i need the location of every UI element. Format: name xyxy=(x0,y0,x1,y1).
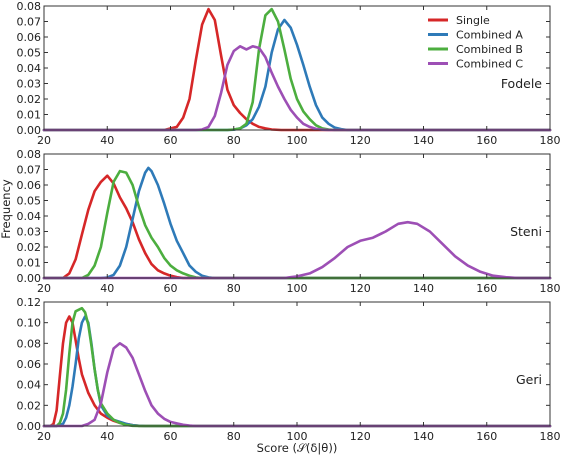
y-tick-label: 0.08 xyxy=(17,0,42,13)
series-line-combined-a xyxy=(42,166,552,280)
y-tick-label: 0.07 xyxy=(17,16,42,29)
y-axis-title: Frequency xyxy=(0,179,13,239)
panel-geri: 20 40 60 80 100 120 140 160 180 0.00 0.02 0.04 0.06 0… xyxy=(17,296,561,443)
y-tick-label: 0.00 xyxy=(17,420,42,433)
y-tick-label: 0.07 xyxy=(17,164,42,177)
x-tick-label: 160 xyxy=(476,430,497,443)
panel-label: Geri xyxy=(516,372,542,387)
y-tick-label: 0.03 xyxy=(17,78,42,91)
legend-label-combined-c: Combined C xyxy=(456,58,523,71)
x-tick-label: 20 xyxy=(37,282,51,295)
y-tick-label: 0.05 xyxy=(17,195,42,208)
x-tick-label: 40 xyxy=(100,430,114,443)
x-tick-label: 140 xyxy=(413,430,434,443)
y-tick-label: 0.04 xyxy=(17,62,42,75)
y-tick-label: 0.04 xyxy=(17,379,42,392)
legend: Single Combined A Combined B Combined C xyxy=(428,14,523,71)
series-line-combined-b xyxy=(42,7,552,132)
x-tick-label: 60 xyxy=(164,282,178,295)
y-tick-label: 0.02 xyxy=(17,399,42,412)
series-line-combined-c xyxy=(42,342,552,428)
x-tick-label: 40 xyxy=(100,134,114,147)
series-line-combined-b xyxy=(42,169,552,280)
x-tick-label: 40 xyxy=(100,282,114,295)
y-tick-label: 0.10 xyxy=(17,317,42,330)
y-tick-label: 0.00 xyxy=(17,272,42,285)
y-tick-label: 0.02 xyxy=(17,93,42,106)
x-tick-label: 80 xyxy=(227,134,241,147)
x-tick-label: 140 xyxy=(413,282,434,295)
x-tick-label: 120 xyxy=(350,134,371,147)
x-tick-label: 120 xyxy=(350,430,371,443)
y-tick-label: 0.04 xyxy=(17,210,42,223)
legend-label-single: Single xyxy=(456,14,490,27)
y-tick-label: 0.06 xyxy=(17,358,42,371)
series-line-combined-a xyxy=(42,315,552,428)
y-tick-label: 0.01 xyxy=(17,109,42,122)
legend-label-combined-a: Combined A xyxy=(456,29,523,42)
y-tick-label: 0.12 xyxy=(17,296,42,309)
series-line-single xyxy=(42,315,552,428)
x-tick-label: 180 xyxy=(540,282,561,295)
x-tick-label: 100 xyxy=(287,134,308,147)
y-tick-label: 0.00 xyxy=(17,124,42,137)
y-tick-label: 0.06 xyxy=(17,179,42,192)
x-tick-label: 60 xyxy=(164,134,178,147)
x-tick-label: 60 xyxy=(164,430,178,443)
x-tick-label: 180 xyxy=(540,430,561,443)
x-tick-label: 20 xyxy=(37,430,51,443)
series-line-single xyxy=(42,7,552,132)
y-tick-label: 0.02 xyxy=(17,241,42,254)
x-tick-label: 160 xyxy=(476,134,497,147)
y-tick-label: 0.08 xyxy=(17,337,42,350)
panel-label: Steni xyxy=(510,224,542,239)
x-tick-label: 160 xyxy=(476,282,497,295)
plot-frame xyxy=(43,301,551,427)
x-tick-label: 80 xyxy=(227,282,241,295)
x-tick-label: 120 xyxy=(350,282,371,295)
y-tick-label: 0.05 xyxy=(17,47,42,60)
x-tick-label: 100 xyxy=(287,282,308,295)
panel-fodele: 20 40 60 80 100 120 140 160 180 0.00 0.01 0.02 0.03 0… xyxy=(17,0,561,147)
y-tick-label: 0.06 xyxy=(17,31,42,44)
x-tick-label: 80 xyxy=(227,430,241,443)
series-line-combined-b xyxy=(42,306,552,428)
series-line-combined-c xyxy=(42,220,552,280)
x-tick-label: 180 xyxy=(540,134,561,147)
y-tick-label: 0.03 xyxy=(17,226,42,239)
y-tick-label: 0.01 xyxy=(17,257,42,270)
panel-label: Fodele xyxy=(501,76,542,91)
series-line-single xyxy=(42,174,552,280)
series-line-combined-c xyxy=(42,45,552,132)
x-tick-label: 20 xyxy=(37,134,51,147)
legend-label-combined-b: Combined B xyxy=(456,43,523,56)
panel-steni: 20 40 60 80 100 120 140 160 180 0.00 0.01 0.02 0.03 0… xyxy=(17,148,561,295)
x-tick-label: 100 xyxy=(287,430,308,443)
x-axis-title: Score (𝒮(δ|θ)) xyxy=(257,441,338,455)
x-tick-label: 140 xyxy=(413,134,434,147)
y-tick-label: 0.08 xyxy=(17,148,42,161)
